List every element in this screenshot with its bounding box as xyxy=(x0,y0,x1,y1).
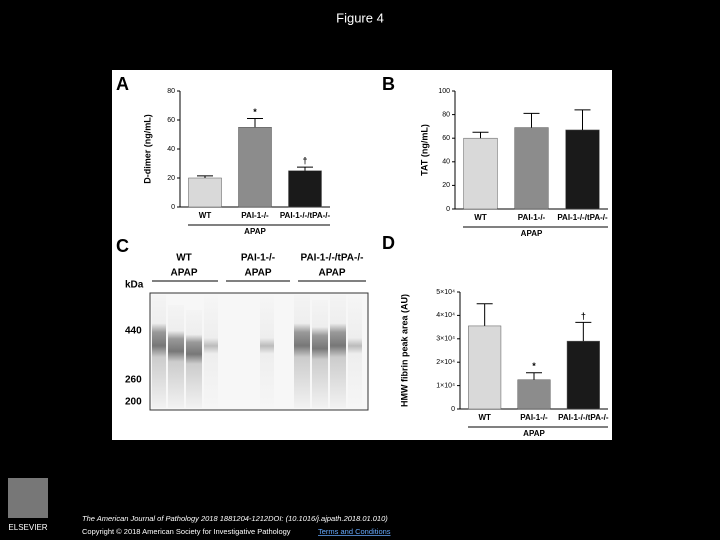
panel-letter: D xyxy=(382,233,395,253)
group-label: APAP xyxy=(244,227,266,236)
bar xyxy=(463,137,498,210)
marker-label: 200 xyxy=(125,397,142,408)
x-tick-label: WT xyxy=(199,211,212,220)
gel-group: PAI-1-/- xyxy=(241,253,275,264)
annotation: * xyxy=(253,107,257,117)
bar xyxy=(517,379,551,410)
group-label: APAP xyxy=(523,429,545,438)
gel-lane xyxy=(204,295,218,408)
annotation: † xyxy=(581,311,586,321)
y-tick-label: 20 xyxy=(442,182,450,189)
x-tick-label: PAI-1-/-/tPA-/- xyxy=(558,413,609,422)
annotation: † xyxy=(302,156,307,166)
error-bar xyxy=(247,118,263,128)
marker-label: 440 xyxy=(125,326,142,337)
panel-letter: A xyxy=(116,74,129,94)
gel-lane xyxy=(330,295,346,408)
annotation: * xyxy=(532,361,536,371)
y-tick-label: 2×10⁴ xyxy=(436,359,455,366)
bar xyxy=(566,340,600,410)
y-tick-label: 3×10⁴ xyxy=(436,336,455,343)
y-axis-label: HMW fibrin peak area (AU) xyxy=(399,294,409,407)
error-bar xyxy=(297,166,313,171)
x-tick-label: PAI-1-/-/tPA-/- xyxy=(280,211,331,220)
panel-letter: B xyxy=(382,74,395,94)
y-tick-label: 0 xyxy=(171,204,175,211)
bar xyxy=(565,129,600,210)
bar xyxy=(468,325,502,410)
y-tick-label: 0 xyxy=(446,206,450,213)
copyright: Copyright © 2018 American Society for In… xyxy=(82,527,291,536)
y-axis-label: D-dimer (ng/mL) xyxy=(142,114,152,184)
error-bar xyxy=(197,175,213,178)
gel-group: WT xyxy=(176,253,192,264)
gel-lane xyxy=(348,295,362,408)
y-tick-label: 4×10⁴ xyxy=(436,312,455,319)
x-tick-label: PAI-1-/-/tPA-/- xyxy=(557,213,608,222)
y-tick-label: 5×10⁴ xyxy=(436,289,455,296)
error-bar xyxy=(476,303,493,326)
publisher-logo xyxy=(8,478,48,518)
gel-group: PAI-1-/-/tPA-/- xyxy=(301,253,364,264)
error-bar xyxy=(575,321,592,342)
gel-treatment: APAP xyxy=(244,268,271,279)
y-tick-label: 1×10⁴ xyxy=(436,382,455,389)
y-tick-label: 0 xyxy=(451,406,455,413)
group-label: APAP xyxy=(521,229,543,238)
gel-lane xyxy=(260,295,274,408)
publisher: ELSEVIER xyxy=(8,523,47,532)
marker-label: 260 xyxy=(125,375,142,386)
y-tick-label: 40 xyxy=(167,146,175,153)
error-bar xyxy=(472,131,489,139)
y-tick-label: 20 xyxy=(167,175,175,182)
citation: The American Journal of Pathology 2018 1… xyxy=(82,514,388,523)
bar xyxy=(188,177,222,208)
y-tick-label: 60 xyxy=(167,117,175,124)
y-axis-label: TAT (ng/mL) xyxy=(419,124,429,176)
gel-lane xyxy=(168,305,184,408)
slide-title: Figure 4 xyxy=(336,10,384,25)
error-bar xyxy=(526,372,542,380)
y-tick-label: 40 xyxy=(442,159,450,166)
error-bar xyxy=(523,112,540,128)
gel-treatment: APAP xyxy=(170,268,197,279)
y-tick-label: 100 xyxy=(438,88,450,95)
panel-letter: C xyxy=(116,236,129,256)
gel-lane xyxy=(152,295,166,408)
gel-unit: kDa xyxy=(125,280,144,291)
gel-lane xyxy=(294,295,310,408)
x-tick-label: WT xyxy=(478,413,491,422)
x-tick-label: PAI-1-/- xyxy=(518,213,546,222)
gel-lane xyxy=(186,310,202,408)
x-tick-label: WT xyxy=(474,213,487,222)
error-bar xyxy=(574,109,591,130)
bar xyxy=(288,170,322,208)
gel-treatment: APAP xyxy=(318,268,345,279)
bar xyxy=(514,127,549,210)
x-tick-label: PAI-1-/- xyxy=(241,211,269,220)
bar xyxy=(238,127,272,208)
x-tick-label: PAI-1-/- xyxy=(520,413,548,422)
gel-lane xyxy=(312,300,328,408)
y-tick-label: 80 xyxy=(442,111,450,118)
y-tick-label: 80 xyxy=(167,88,175,95)
terms-link[interactable]: Terms and Conditions xyxy=(318,527,391,536)
y-tick-label: 60 xyxy=(442,135,450,142)
gel-panel: C WT PAI-1-/- PAI-1-/-/tPA-/- APAP APAP … xyxy=(116,236,369,411)
